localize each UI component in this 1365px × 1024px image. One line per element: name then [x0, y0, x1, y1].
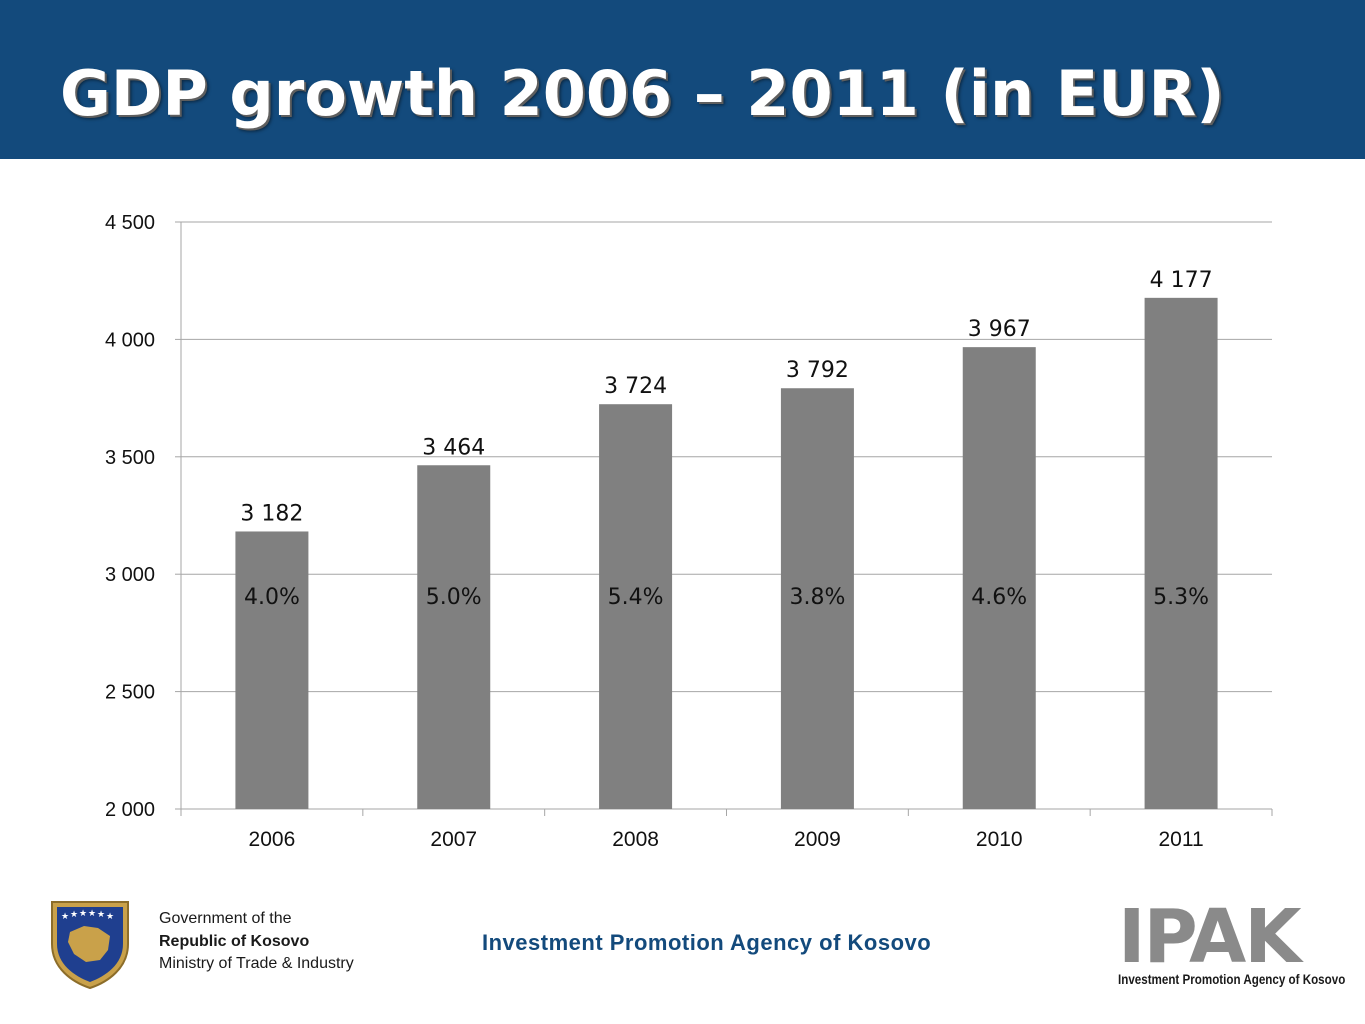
gov-line-1: Government of the	[159, 910, 292, 927]
x-tick-label: 2009	[794, 828, 841, 851]
title-banner: GDP growth 2006 – 2011 (in EUR)	[0, 0, 1365, 159]
y-tick-label: 2 000	[105, 799, 155, 821]
growth-label-2010: 4.6%	[971, 585, 1027, 610]
value-label-2010: 3 967	[968, 317, 1031, 342]
y-tick-label: 3 000	[105, 564, 155, 586]
x-tick-label: 2010	[976, 828, 1023, 851]
growth-label-2011: 5.3%	[1153, 585, 1209, 610]
kosovo-emblem-icon: ★ ★ ★ ★ ★ ★	[51, 901, 129, 990]
kosovo-coat-of-arms: ★ ★ ★ ★ ★ ★	[48, 898, 132, 995]
gov-line-3: Ministry of Trade & Industry	[159, 955, 354, 972]
value-label-2006: 3 182	[240, 501, 303, 526]
ipak-logo-caption: Investment Promotion Agency of Kosovo	[1118, 972, 1346, 987]
svg-text:★: ★	[70, 910, 78, 920]
value-label-2011: 4 177	[1150, 268, 1213, 293]
slide-title: GDP growth 2006 – 2011 (in EUR)	[60, 57, 1225, 130]
value-label-2008: 3 724	[604, 374, 667, 399]
x-tick-label: 2007	[430, 828, 477, 851]
y-tick-label: 3 500	[105, 447, 155, 469]
growth-label-2009: 3.8%	[789, 585, 845, 610]
y-tick-label: 4 500	[105, 212, 155, 234]
agency-tagline: Investment Promotion Agency of Kosovo	[482, 930, 932, 955]
y-tick-label: 2 500	[105, 682, 155, 704]
gov-line-2: Republic of Kosovo	[159, 932, 310, 950]
gdp-bar-chart: 2 000 2 500 3 000 3 500 4 000 4 500 3 182 4.0% 2…	[105, 212, 1273, 851]
ipak-logo-letters: IPAK	[1118, 894, 1302, 980]
government-credit: Government of the Republic of Kosovo Min…	[159, 908, 354, 976]
x-tick-label: 2008	[612, 828, 659, 851]
bar-2010	[962, 347, 1036, 809]
value-label-2007: 3 464	[422, 435, 485, 460]
svg-text:★: ★	[106, 912, 114, 922]
bar-2006	[235, 531, 309, 809]
ipak-logo: IPAK Investment Promotion Agency of Koso…	[1114, 894, 1345, 994]
x-tick-label: 2011	[1158, 828, 1203, 851]
value-label-2009: 3 792	[786, 358, 849, 383]
y-tick-label: 4 000	[105, 329, 155, 351]
x-tick-label: 2006	[249, 828, 296, 851]
bar-2009	[780, 388, 854, 809]
growth-label-2007: 5.0%	[426, 585, 482, 610]
svg-text:★: ★	[61, 912, 69, 922]
svg-text:★: ★	[88, 909, 96, 919]
svg-text:★: ★	[79, 909, 87, 919]
svg-text:★: ★	[97, 910, 105, 920]
bar-2008	[599, 404, 673, 809]
bar-2011	[1144, 297, 1218, 809]
bar-2007	[417, 465, 491, 809]
growth-label-2006: 4.0%	[244, 585, 300, 610]
growth-label-2008: 5.4%	[608, 585, 664, 610]
